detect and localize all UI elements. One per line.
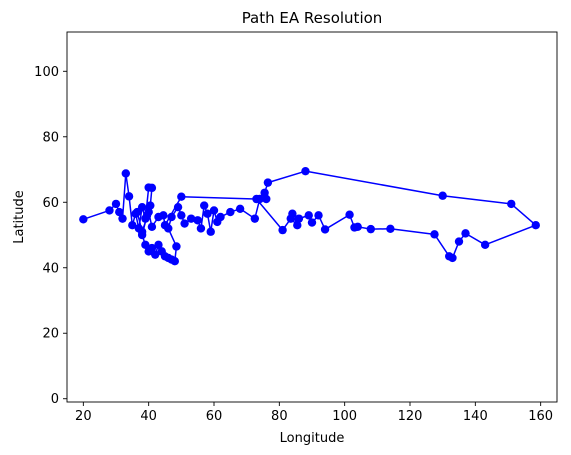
- path-point: [146, 201, 155, 210]
- y-tick-label: 20: [42, 327, 59, 342]
- path-point: [307, 218, 317, 227]
- path-point: [293, 220, 302, 230]
- x-tick-label: 100: [332, 409, 357, 424]
- path-point: [366, 224, 375, 234]
- path-point: [147, 222, 157, 232]
- path-point: [144, 207, 153, 217]
- path-point: [121, 169, 130, 178]
- path-point: [203, 209, 212, 218]
- x-tick-label: 80: [271, 409, 288, 424]
- series-layer: [79, 166, 540, 266]
- path-point: [111, 199, 121, 209]
- path-point: [160, 220, 170, 230]
- path-point: [128, 220, 137, 230]
- path-point: [209, 206, 219, 215]
- path-point: [461, 229, 470, 238]
- path-point: [206, 227, 215, 236]
- path-point: [124, 192, 134, 201]
- path-point: [294, 214, 304, 223]
- y-tick-label: 100: [34, 65, 59, 80]
- y-axis-ticks: 0 20 40 60 80 100: [34, 65, 67, 407]
- path-point: [304, 211, 313, 220]
- path-point: [167, 212, 176, 222]
- path-point: [177, 192, 186, 201]
- path-point: [430, 230, 439, 239]
- path-point: [118, 214, 127, 223]
- path-point: [507, 199, 516, 209]
- x-axis-ticks: 20 40 60 80 100 120 140 160: [75, 402, 553, 424]
- path-point: [141, 240, 150, 250]
- path-point: [314, 211, 323, 220]
- path-point: [154, 212, 163, 222]
- path-point: [196, 224, 206, 233]
- x-tick-label: 160: [528, 409, 553, 424]
- y-tick-label: 0: [51, 392, 59, 407]
- x-tick-label: 60: [206, 409, 223, 424]
- path-point: [252, 194, 261, 204]
- path-point: [180, 219, 189, 228]
- path-point: [173, 202, 183, 212]
- path-point: [216, 212, 225, 222]
- plot-frame: [66, 31, 558, 403]
- x-tick-label: 140: [463, 409, 488, 424]
- path-point: [320, 225, 330, 234]
- path-point: [531, 220, 540, 230]
- chart-title: Path EA Resolution: [242, 9, 383, 27]
- path-point: [177, 211, 186, 220]
- path-point: [445, 252, 454, 261]
- path-point: [345, 210, 354, 219]
- path-point: [260, 188, 269, 197]
- path-point: [278, 225, 287, 235]
- path-point: [454, 237, 464, 246]
- x-tick-label: 40: [140, 409, 157, 424]
- path-point: [105, 206, 114, 215]
- path-point: [186, 214, 196, 223]
- y-tick-label: 40: [42, 261, 59, 276]
- path-point: [137, 227, 147, 236]
- path-point: [115, 207, 124, 217]
- path-point: [193, 216, 202, 225]
- path-point: [79, 215, 88, 224]
- y-axis-label: Latitude: [12, 190, 27, 244]
- path-point: [200, 201, 209, 210]
- path-point: [151, 250, 160, 259]
- path-point: [250, 214, 260, 223]
- path-point: [226, 207, 235, 217]
- path-point: [172, 242, 181, 251]
- x-tick-label: 20: [75, 409, 92, 424]
- path-point: [301, 166, 310, 176]
- x-tick-label: 120: [398, 409, 423, 424]
- path-point: [480, 240, 490, 250]
- y-tick-label: 80: [42, 130, 59, 145]
- path-point: [154, 240, 163, 250]
- path-point: [438, 191, 447, 200]
- y-tick-label: 60: [42, 196, 59, 211]
- path-point: [350, 223, 359, 232]
- path-point: [235, 204, 245, 214]
- path-point: [147, 183, 157, 193]
- path-point: [286, 214, 295, 223]
- path-point: [386, 224, 395, 233]
- path-point: [170, 257, 179, 266]
- path-point: [263, 178, 273, 187]
- path-point: [147, 243, 157, 253]
- x-axis-label: Longitude: [280, 431, 345, 446]
- path-point: [133, 207, 142, 217]
